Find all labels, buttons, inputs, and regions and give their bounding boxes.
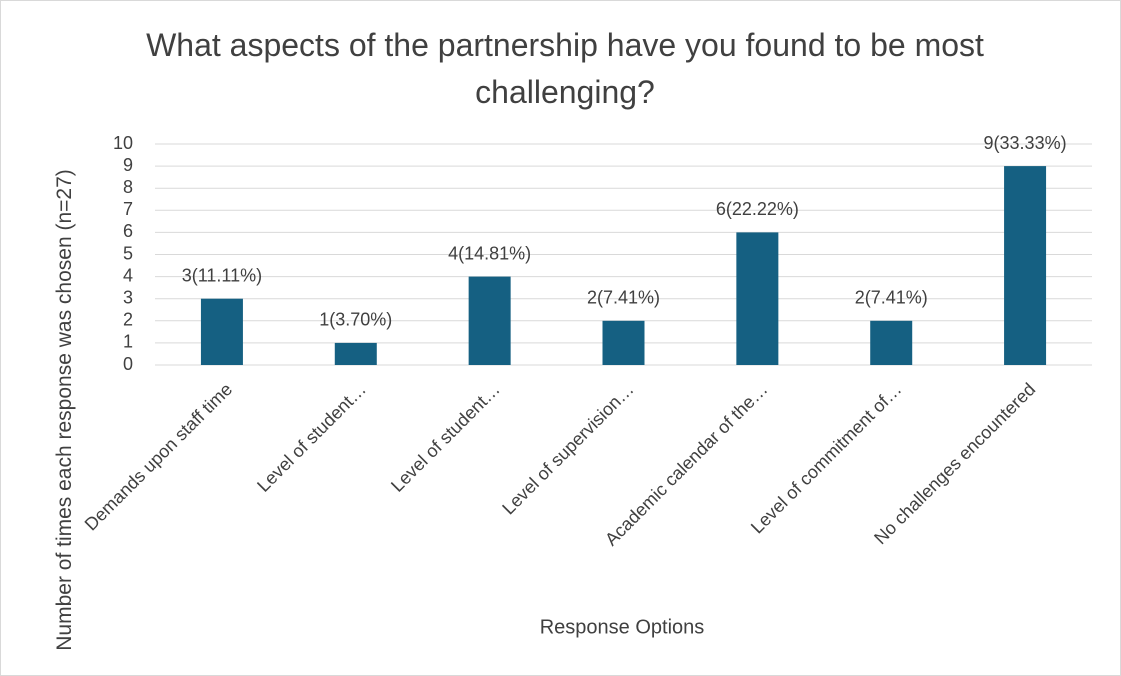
y-tick-label: 3: [123, 287, 133, 307]
data-label: 1(3.70%): [319, 310, 392, 330]
y-axis-title: Number of times each response was chosen…: [53, 169, 76, 651]
y-tick-label: 1: [123, 332, 133, 352]
data-label: 9(33.33%): [984, 133, 1067, 153]
bar: [870, 320, 913, 365]
y-tick-label: 8: [123, 177, 133, 197]
y-tick-label: 5: [123, 243, 133, 263]
data-label: 2(7.41%): [587, 288, 660, 308]
y-tick-label: 10: [113, 133, 133, 153]
bar: [334, 342, 377, 365]
y-tick-label: 2: [123, 310, 133, 330]
chart-title: What aspects of the partnership have you…: [146, 27, 984, 110]
bar: [602, 320, 645, 365]
y-tick-label: 0: [123, 354, 133, 374]
y-tick-label: 6: [123, 221, 133, 241]
bar: [1004, 166, 1047, 365]
data-label: 3(11.11%): [182, 265, 262, 285]
y-tick-label: 7: [123, 199, 133, 219]
bar: [200, 298, 243, 365]
bar: [468, 276, 511, 365]
x-axis-title: Response Options: [540, 616, 705, 638]
y-tick-label: 9: [123, 155, 133, 175]
y-tick-label: 4: [123, 265, 133, 285]
data-label: 4(14.81%): [448, 243, 531, 263]
bar: [736, 232, 779, 365]
data-label: 2(7.41%): [855, 288, 928, 308]
data-label: 6(22.22%): [716, 199, 799, 219]
